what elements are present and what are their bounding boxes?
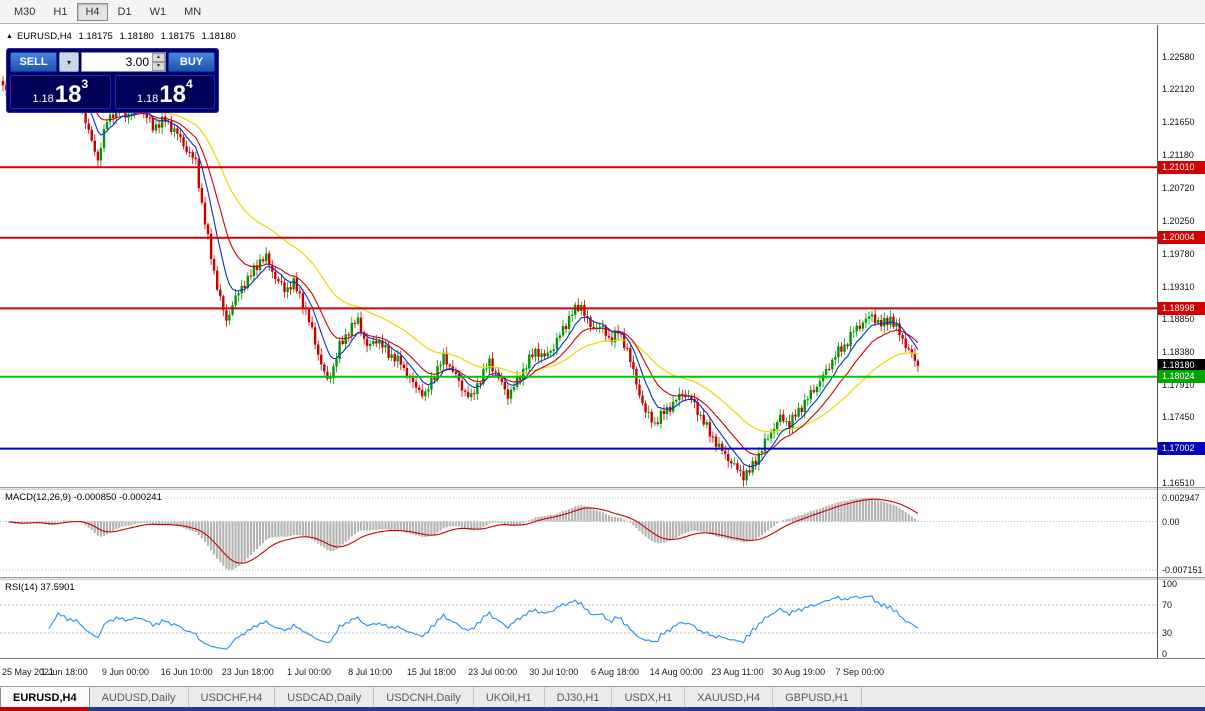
bid-price-big-digits: 18	[54, 81, 82, 108]
chart-tab-eurusd-h4[interactable]: EURUSD,H4	[0, 687, 90, 708]
price-axis-label: 1.18850	[1162, 313, 1195, 324]
time-axis-label: 23 Jul 00:00	[468, 667, 518, 677]
price-axis-label: 1.18380	[1162, 346, 1195, 357]
time-axis-label: 1 Jul 00:00	[286, 667, 332, 677]
panel-separator[interactable]	[0, 577, 1205, 580]
time-axis-label: 14 Aug 00:00	[649, 667, 703, 677]
price-axis-label: 1.19780	[1162, 248, 1195, 259]
macd-indicator-label: MACD(12,26,9) -0.000850 -0.000241	[5, 492, 162, 503]
ohlc-low: 1.18175	[160, 31, 195, 42]
time-axis-label: 30 Jul 10:00	[529, 667, 579, 677]
chart-tab-dj30-h1[interactable]: DJ30,H1	[545, 687, 613, 708]
lot-decrease-button[interactable]: ▼	[152, 62, 165, 71]
price-axis-label: 1.17910	[1162, 379, 1195, 390]
bid-price-prefix: 1.18	[32, 93, 54, 105]
price-axis-label: 1.17450	[1162, 412, 1195, 423]
chevron-down-icon: ▾	[66, 57, 71, 67]
ohlc-open: 1.18175	[78, 31, 113, 42]
rsi-axis-label: 70	[1162, 600, 1173, 610]
macd-axis-label: -0.007151	[1162, 565, 1203, 575]
collapse-icon[interactable]: ▲	[6, 33, 13, 40]
time-axis-label: 1 Jun 18:00	[40, 667, 88, 677]
rsi-axis-label: 0	[1162, 649, 1168, 659]
ask-price-prefix: 1.18	[136, 93, 159, 105]
timeframe-button-d1[interactable]: D1	[117, 5, 132, 18]
rsi-axis-label: 100	[1162, 579, 1178, 589]
chart-tab-ukoil-h1[interactable]: UKOil,H1	[474, 687, 545, 708]
panel-separator[interactable]	[0, 487, 1205, 490]
timeframe-button-mn[interactable]: MN	[184, 5, 202, 18]
macd-indicator-canvas[interactable]	[0, 490, 1157, 577]
lot-size-input[interactable]	[81, 52, 166, 72]
price-level-tag: 1.18024	[1158, 370, 1205, 384]
time-axis[interactable]: 25 May 2021 1 Jun 18:00 9 Jun 00:00 16 Jun …	[0, 658, 1205, 687]
timeframe-button-w1[interactable]: W1	[149, 5, 167, 18]
time-axis-label: 23 Jun 18:00	[221, 667, 274, 677]
chart-tab-audusd-daily[interactable]: AUDUSD,Daily	[90, 687, 189, 708]
ohlc-close: 1.18180	[201, 31, 236, 42]
macd-axis-label: 0.00	[1162, 516, 1180, 527]
price-chart-canvas[interactable]	[0, 25, 1157, 487]
chart-tab-gbpusd-h1[interactable]: GBPUSD,H1	[773, 687, 862, 708]
time-axis-label: 23 Aug 11:00	[711, 667, 764, 677]
price-axis-label: 1.22580	[1162, 51, 1195, 62]
chart-tab-usdchf-h4[interactable]: USDCHF,H4	[189, 687, 276, 708]
timeframe-button-h1[interactable]: H1	[53, 5, 68, 18]
rsi-indicator-label: RSI(14) 37.5901	[5, 582, 75, 593]
bid-price-pipette: 3	[81, 77, 89, 91]
price-level-tag: 1.20004	[1158, 231, 1205, 245]
time-axis-label: 16 Jun 10:00	[160, 667, 213, 677]
price-level-tag: 1.21010	[1158, 160, 1205, 174]
buy-button[interactable]: BUY	[168, 52, 215, 72]
ask-price-display: 1.18 18 4	[114, 75, 215, 109]
window-bottom-edge	[0, 707, 1205, 711]
time-axis-label: 30 Aug 19:00	[772, 667, 826, 677]
rsi-axis-label: 30	[1162, 628, 1173, 638]
sell-button[interactable]: SELL	[10, 52, 57, 72]
price-axis-label: 1.20250	[1162, 215, 1195, 226]
price-axis-label: 1.19310	[1162, 281, 1195, 292]
time-axis-label: 6 Aug 18:00	[590, 667, 640, 677]
rsi-indicator-canvas[interactable]	[0, 580, 1157, 658]
time-axis-label: 7 Sep 00:00	[835, 667, 885, 677]
price-level-tag: 1.17002	[1158, 442, 1205, 456]
ask-price-pipette: 4	[185, 77, 193, 91]
timeframe-button-m30[interactable]: M30	[14, 5, 36, 18]
chart-tab-usdcad-daily[interactable]: USDCAD,Daily	[275, 687, 375, 708]
price-axis-label: 1.21180	[1162, 150, 1194, 161]
chart-tab-bar: EURUSD,H4 AUDUSD,Daily USDCHF,H4 USDCAD,…	[0, 686, 1205, 708]
ohlc-high: 1.18180	[119, 31, 154, 42]
chart-tab-xauusd-h4[interactable]: XAUUSD,H4	[685, 687, 774, 708]
chart-tab-usdx-h1[interactable]: USDX,H1	[612, 687, 686, 708]
chart-symbol-period: EURUSD,H4	[16, 31, 72, 42]
time-axis-label: 25 May 2021	[2, 667, 55, 677]
lot-increase-button[interactable]: ▲	[152, 53, 165, 62]
chart-tab-usdcnh-daily[interactable]: USDCNH,Daily	[374, 687, 474, 708]
lot-presets-dropdown-button[interactable]: ▾	[59, 52, 79, 72]
price-axis-label: 1.21650	[1162, 117, 1195, 128]
price-axis-label: 1.16510	[1162, 478, 1195, 489]
price-axis-label: 1.22120	[1162, 84, 1195, 95]
timeframe-toolbar: M30 H1 H4 D1 W1 MN	[0, 0, 1205, 24]
chart-ohlc-header: ▲ EURUSD,H4 1.18175 1.18180 1.18175 1.181…	[6, 31, 240, 42]
time-axis-label: 15 Jul 18:00	[406, 667, 456, 677]
ask-price-big-digits: 18	[159, 81, 186, 108]
timeframe-button-h4[interactable]: H4	[77, 2, 108, 21]
bid-price-display: 1.18 18 3	[10, 75, 111, 109]
window-bottom-edge-accent	[0, 707, 88, 711]
price-axis-divider	[1157, 25, 1158, 658]
price-level-tag: 1.18180	[1158, 359, 1205, 373]
time-axis-label: 8 Jul 10:00	[348, 667, 393, 677]
price-level-tag: 1.18998	[1158, 301, 1205, 315]
one-click-trading-panel: SELL ▾ ▲ ▼ BUY 1.18 18 3 1.18 18 4	[6, 48, 219, 113]
time-axis-label: 9 Jun 00:00	[101, 667, 149, 677]
price-axis-label: 1.20720	[1162, 182, 1195, 193]
macd-axis-label: 0.002947	[1162, 493, 1200, 503]
